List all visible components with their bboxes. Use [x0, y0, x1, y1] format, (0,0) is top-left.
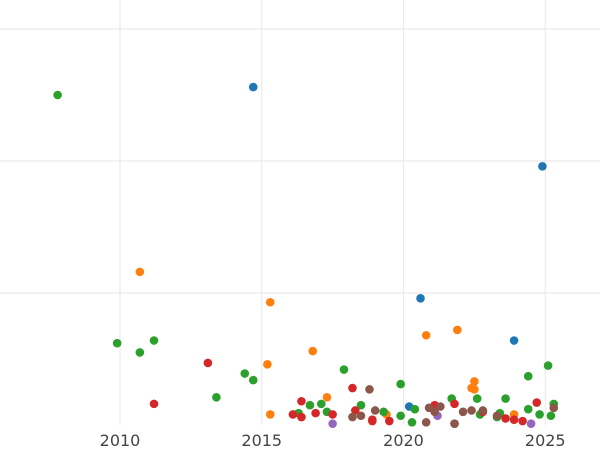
data-point: [308, 346, 318, 356]
data-point: [407, 418, 417, 427]
data-point: [112, 338, 122, 348]
data-point: [535, 410, 544, 419]
data-point: [212, 392, 221, 402]
data-point: [532, 398, 542, 407]
data-point: [472, 394, 482, 403]
data-point: [396, 411, 405, 421]
grid-layer: [0, 0, 600, 425]
data-point: [351, 406, 360, 415]
data-point: [263, 359, 272, 369]
data-point: [370, 406, 380, 415]
data-point: [297, 396, 306, 406]
data-point: [356, 411, 366, 421]
x-tick-label-2010: 2010: [100, 431, 141, 450]
data-point: [248, 375, 258, 385]
data-point: [526, 419, 536, 428]
data-point: [453, 325, 462, 335]
data-point: [328, 410, 337, 419]
data-point: [288, 410, 298, 419]
data-point: [311, 408, 320, 418]
data-point: [470, 385, 479, 394]
data-point: [421, 330, 431, 340]
data-point: [368, 415, 377, 425]
data-point: [501, 394, 510, 403]
data-point: [297, 412, 306, 422]
data-point: [379, 407, 388, 417]
data-point: [549, 403, 559, 413]
data-point: [492, 411, 502, 421]
data-point: [509, 415, 519, 425]
data-point: [265, 410, 275, 419]
data-point: [348, 383, 357, 393]
data-point: [53, 90, 62, 100]
data-point: [149, 336, 159, 345]
data-point: [135, 348, 145, 357]
data-point: [523, 404, 533, 414]
data-point: [518, 416, 527, 426]
data-point: [328, 419, 337, 428]
data-point: [240, 369, 250, 378]
data-point: [339, 365, 349, 374]
data-point: [356, 400, 366, 410]
points-layer: [53, 82, 559, 428]
data-point: [365, 385, 374, 394]
data-point: [478, 406, 488, 415]
data-point: [135, 267, 145, 277]
data-point: [501, 414, 510, 423]
data-point: [509, 336, 519, 345]
data-point: [450, 419, 459, 428]
data-point: [458, 407, 468, 417]
data-point: [248, 82, 258, 92]
data-point: [450, 399, 459, 409]
data-point: [322, 392, 332, 402]
data-point: [316, 399, 326, 409]
data-point: [467, 406, 476, 415]
x-axis-ticks: 2010 2015 2020 2025: [100, 431, 566, 450]
x-tick-label-2025: 2025: [525, 431, 566, 450]
data-point: [265, 297, 275, 307]
x-tick-label-2015: 2015: [241, 431, 282, 450]
data-point: [543, 361, 553, 370]
data-point: [470, 377, 479, 386]
data-point: [203, 358, 213, 368]
data-point: [546, 411, 556, 421]
data-point: [410, 404, 420, 414]
data-point: [396, 379, 405, 389]
data-point: [538, 161, 547, 171]
x-tick-label-2020: 2020: [383, 431, 424, 450]
data-point: [436, 402, 445, 411]
data-point: [149, 399, 159, 409]
data-point: [385, 416, 394, 426]
data-point: [421, 418, 431, 427]
data-point: [416, 293, 425, 303]
data-point: [430, 407, 439, 417]
data-point: [523, 371, 533, 381]
data-point: [305, 400, 315, 410]
data-point: [348, 412, 357, 422]
